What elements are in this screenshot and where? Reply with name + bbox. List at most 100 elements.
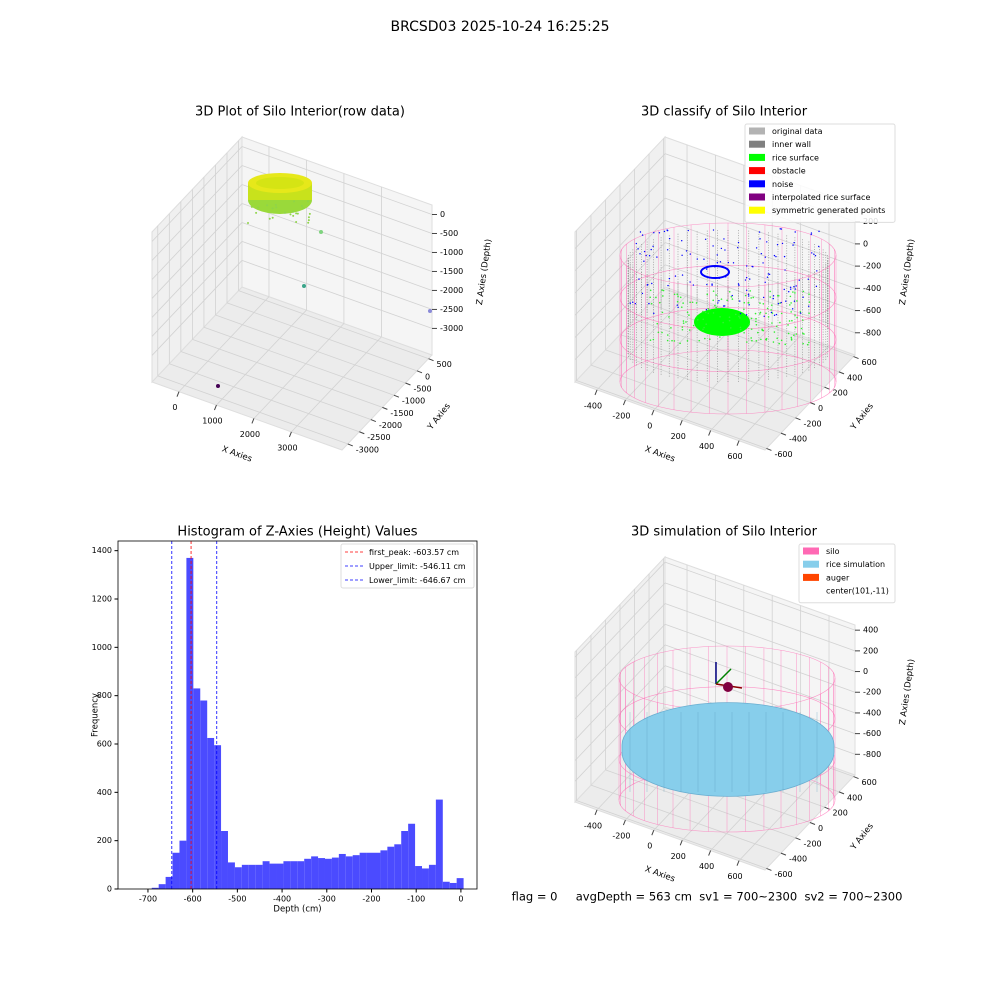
point <box>293 200 296 203</box>
y-tick-label: 200 <box>833 809 848 818</box>
point <box>811 252 813 254</box>
x-tick <box>651 410 655 416</box>
point <box>767 273 770 275</box>
y-tick-label: 400 <box>847 793 862 802</box>
point <box>747 293 750 295</box>
y-tick-label: -2500 <box>367 433 390 442</box>
point <box>791 308 794 310</box>
point <box>686 340 689 342</box>
point <box>793 300 796 302</box>
silo-wire <box>619 349 837 415</box>
point <box>635 242 638 245</box>
x-tick-label: 0 <box>647 842 652 851</box>
grid-line <box>590 364 782 434</box>
histogram-bar <box>442 881 450 889</box>
x-tick <box>288 431 292 438</box>
point <box>732 262 735 264</box>
point <box>750 317 753 320</box>
point <box>673 340 676 342</box>
point <box>682 302 684 304</box>
x-tick-label: 600 <box>727 872 742 881</box>
point <box>802 319 804 321</box>
point <box>764 256 766 258</box>
point <box>810 233 812 236</box>
point <box>715 306 717 309</box>
grid-line <box>574 582 666 679</box>
point <box>648 254 651 257</box>
point <box>793 241 795 244</box>
grid-line <box>574 153 666 249</box>
point <box>682 322 685 324</box>
point <box>668 316 670 318</box>
point <box>783 255 786 258</box>
point <box>717 302 719 304</box>
x-tick-label: 2000 <box>240 430 260 439</box>
subplot-title: 3D simulation of Silo Interior <box>631 525 818 540</box>
y-tick-label: 600 <box>862 778 877 787</box>
point <box>679 296 682 299</box>
legend-label: first_peak: -603.57 cm <box>369 548 459 557</box>
point <box>759 311 762 314</box>
point <box>727 261 730 264</box>
point <box>803 333 805 335</box>
y-tick <box>416 370 423 374</box>
x-tick <box>622 399 626 406</box>
legend-box <box>798 543 896 604</box>
point <box>728 319 731 322</box>
y-tick-label: -400 <box>789 855 807 864</box>
point <box>284 211 287 214</box>
legend-swatch <box>749 167 765 175</box>
figure-title: BRCSD03 2025-10-24 16:25:25 <box>390 19 609 35</box>
point <box>688 329 691 331</box>
point <box>787 332 790 335</box>
histogram-bar <box>193 688 201 889</box>
point <box>796 300 798 302</box>
point <box>790 339 793 341</box>
histogram-bar <box>428 864 436 889</box>
histogram-bar <box>165 876 173 889</box>
histogram-bar <box>401 831 409 889</box>
histogram-bar <box>221 831 228 889</box>
z-tick-label: 0 <box>440 210 445 219</box>
legend-label: noise <box>772 180 793 189</box>
point <box>759 302 761 304</box>
point <box>681 274 684 276</box>
point <box>757 331 759 334</box>
x-tick-label: -400 <box>584 821 602 830</box>
histogram-bar <box>366 852 374 889</box>
histogram-bar <box>394 844 402 889</box>
point <box>769 290 771 293</box>
y-tick-label: 400 <box>97 788 112 797</box>
x-tick-label: -500 <box>228 895 246 904</box>
point <box>688 314 690 316</box>
point <box>802 290 805 293</box>
point <box>808 341 810 344</box>
point <box>750 328 753 330</box>
point <box>770 304 773 306</box>
point <box>765 339 768 341</box>
point <box>719 261 722 263</box>
grid-line <box>619 334 811 403</box>
point <box>677 295 679 298</box>
z-tick-label: -400 <box>863 708 881 717</box>
histogram-bar <box>318 858 325 889</box>
point <box>743 331 745 334</box>
point <box>706 293 709 296</box>
grid-line <box>180 351 371 420</box>
point <box>779 321 781 324</box>
histogram-bar <box>456 878 464 889</box>
point <box>698 339 701 342</box>
point <box>271 207 274 210</box>
y-tick-label: -1000 <box>402 397 425 406</box>
point <box>770 309 772 311</box>
y-tick <box>359 431 365 435</box>
point <box>773 314 776 317</box>
histogram-bar <box>214 745 222 889</box>
point <box>689 253 692 255</box>
grid-line <box>238 290 429 360</box>
point <box>807 278 809 280</box>
point <box>657 331 660 334</box>
point <box>794 231 796 233</box>
y-tick <box>382 406 388 410</box>
point <box>745 314 748 316</box>
